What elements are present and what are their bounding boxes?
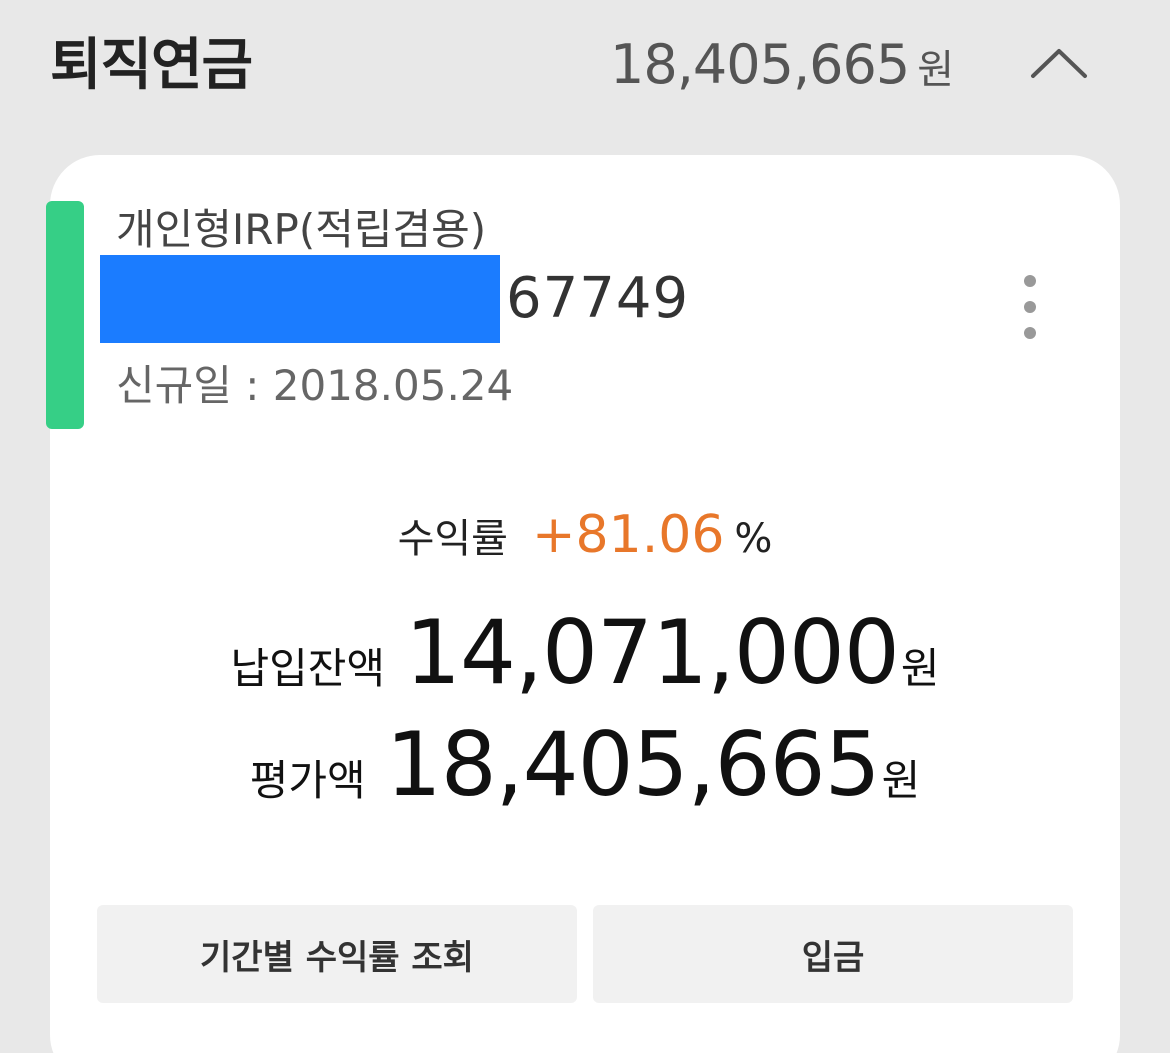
return-rate-unit: % — [734, 516, 773, 562]
section-total: 18,405,665 원 — [610, 30, 954, 113]
paid-balance-unit: 원 — [900, 644, 940, 693]
chevron-up-icon — [1031, 49, 1087, 78]
account-summary: 수익률 +81.06 % 납입잔액 14,071,000 원 평가액 18,40… — [50, 505, 1120, 823]
evaluation-label: 평가액 — [249, 756, 366, 805]
more-vertical-icon — [1024, 275, 1036, 287]
section-total-amount: 18,405,665 — [610, 33, 910, 96]
section-total-unit: 원 — [917, 47, 954, 93]
account-number-redaction — [100, 255, 500, 343]
account-accent-bar — [46, 201, 84, 429]
evaluation-value: 18,405,665 — [385, 713, 881, 816]
account-open-date: 신규일 : 2018.05.24 — [116, 361, 514, 410]
paid-balance-row: 납입잔액 14,071,000 원 — [50, 601, 1120, 711]
period-return-button[interactable]: 기간별 수익률 조회 — [97, 905, 577, 1003]
return-rate-row: 수익률 +81.06 % — [50, 505, 1120, 595]
return-rate-label: 수익률 — [397, 516, 508, 562]
paid-balance-label: 납입잔액 — [230, 644, 386, 693]
account-type: 개인형IRP(적립겸용) — [116, 205, 487, 254]
account-number-tail: 67749 — [506, 266, 690, 331]
collapse-button[interactable] — [1024, 38, 1094, 88]
return-rate-value: +81.06 — [531, 505, 725, 565]
deposit-button[interactable]: 입금 — [593, 905, 1073, 1003]
more-vertical-icon-dot — [1024, 301, 1036, 313]
account-number-row: 67749 — [100, 255, 689, 343]
evaluation-unit: 원 — [881, 756, 921, 805]
evaluation-row: 평가액 18,405,665 원 — [50, 713, 1120, 823]
paid-balance-value: 14,071,000 — [405, 601, 900, 704]
more-options-button[interactable] — [1004, 271, 1056, 343]
more-vertical-icon-dot — [1024, 327, 1036, 339]
account-card: 개인형IRP(적립겸용) 67749 신규일 : 2018.05.24 수익률 … — [46, 155, 1120, 1053]
section-title: 퇴직연금 — [50, 33, 253, 98]
